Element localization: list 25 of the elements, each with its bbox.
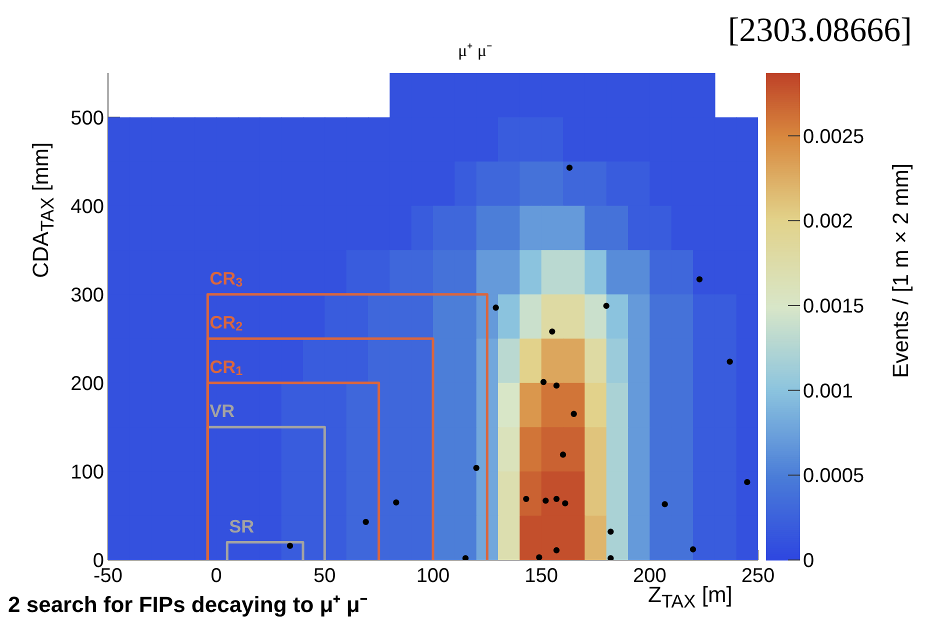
- y-tick-label: 500: [70, 107, 104, 130]
- color-bar-label: 0.001: [803, 380, 854, 402]
- text: [2303.08666]: [728, 12, 912, 50]
- series-label: CR$_{3}$: [210, 268, 243, 290]
- color-bar-label: 0: [803, 550, 814, 572]
- x-tick-label: 250: [741, 565, 775, 588]
- color-bar-label: 0.002: [803, 210, 854, 233]
- y-tick-label: 400: [70, 196, 104, 218]
- y-tick-label: 100: [70, 462, 104, 484]
- x-tick-label: 100: [416, 565, 450, 588]
- series-label: CR$_{2}$: [210, 312, 243, 334]
- chart-title: μ⁺ μ⁻: [458, 40, 492, 61]
- color-bar-label: 0.0015: [803, 295, 864, 318]
- x-tick-label: 50: [314, 565, 336, 588]
- series-label: CR$_{1}$: [210, 356, 243, 378]
- x-tick-label: 150: [524, 565, 558, 588]
- color-bar-label: 0.0025: [803, 126, 864, 148]
- series-label: VR: [210, 401, 235, 422]
- x-tick-label: 0: [210, 565, 222, 588]
- y-tick-label: 300: [70, 284, 104, 306]
- text: 2 search for FIPs decaying to μ⁺ μ⁻: [8, 591, 367, 618]
- series-label: SR: [229, 516, 254, 536]
- y-tick-label: 200: [70, 373, 104, 396]
- color-bar-label: 0.0005: [803, 465, 864, 488]
- color-bar-title: Events / [1 m × 2 mm]: [888, 163, 914, 378]
